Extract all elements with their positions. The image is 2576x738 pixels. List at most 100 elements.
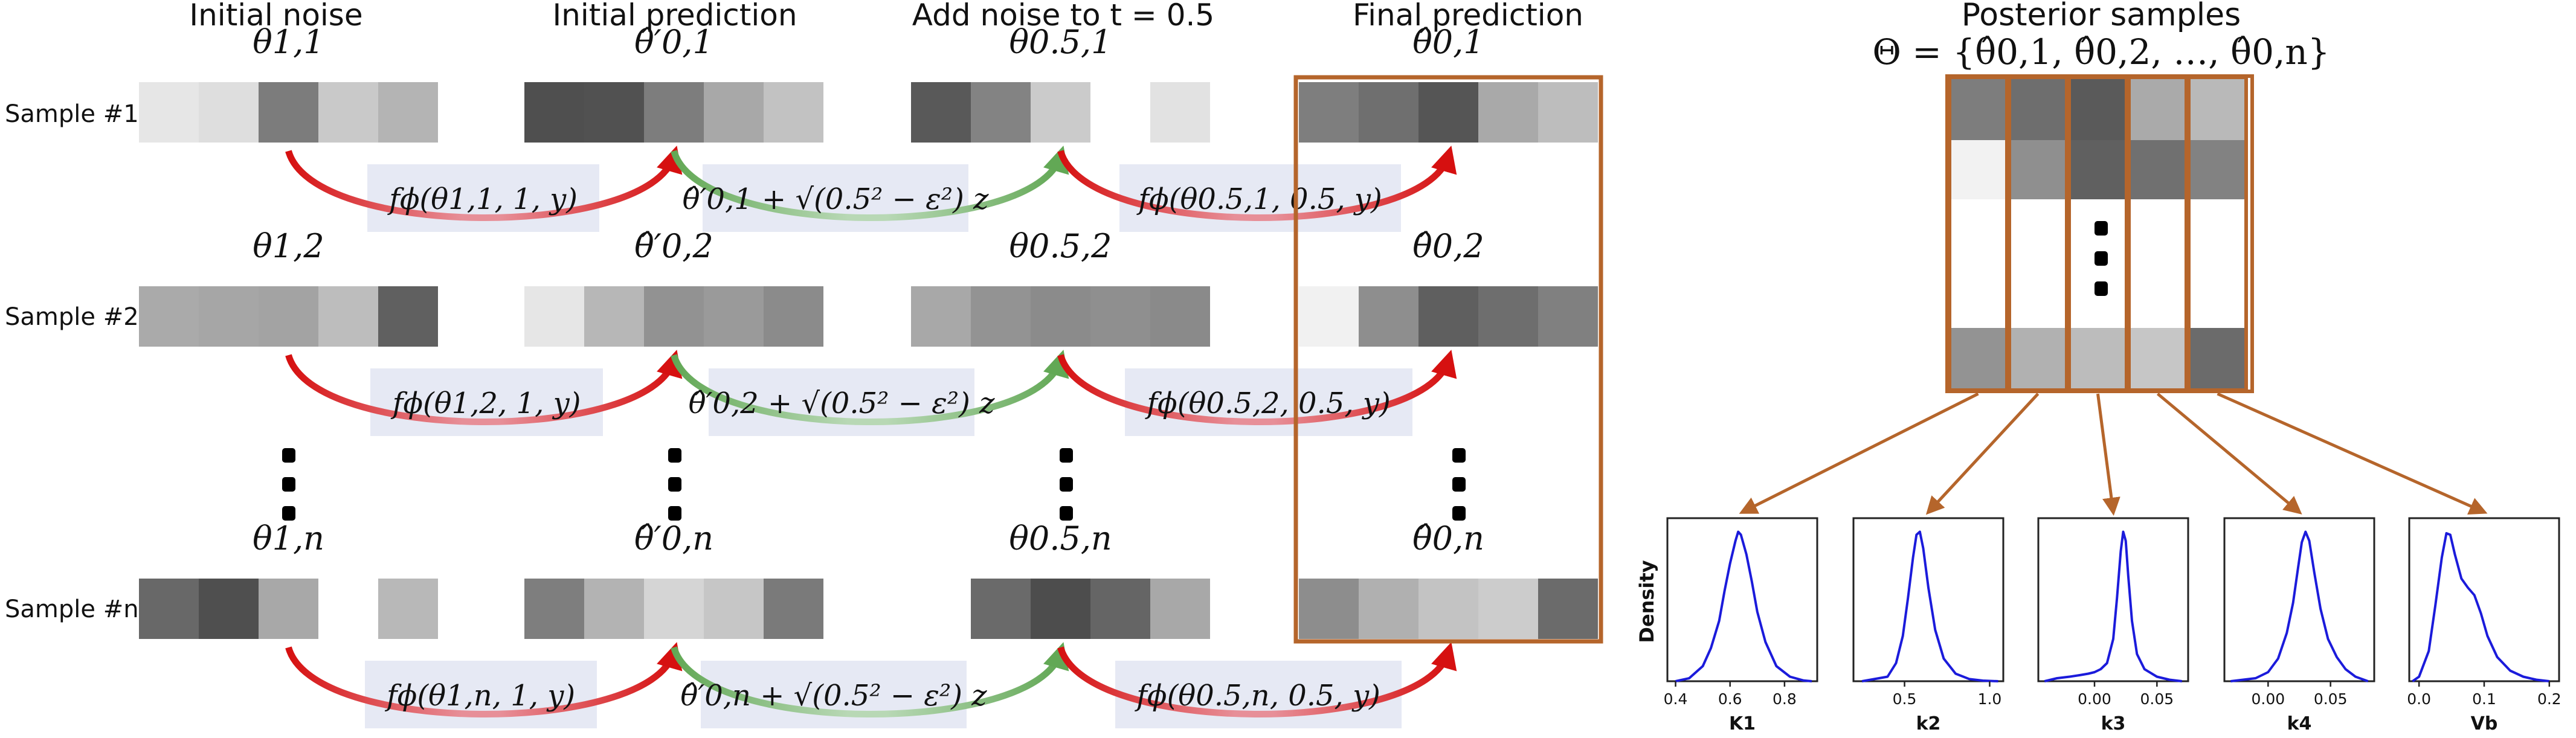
- formula-box: [703, 164, 968, 232]
- ellipsis-dot: [1060, 477, 1073, 492]
- variable-label: θ̂0,1: [1412, 23, 1484, 61]
- posterior-to-density-arrow: [2217, 392, 2488, 515]
- vector-cell: [1299, 82, 1359, 143]
- vector-cell: [704, 286, 764, 347]
- posterior-cell: [1948, 140, 2008, 199]
- vector-cell: [704, 82, 764, 143]
- posterior-column-frame: [2008, 75, 2069, 392]
- posterior-cell: [2188, 140, 2247, 199]
- posterior-column-frame: [2187, 75, 2248, 392]
- formula-box: [701, 661, 967, 728]
- density-curve: [1861, 530, 1998, 682]
- density-plot-k1: 0.4 0.6 0.8 K1: [1664, 517, 1818, 734]
- row-label-sample-n: Sample #n: [5, 595, 139, 623]
- variable-label: θ̂′0,n: [634, 519, 713, 557]
- vector-cell: [1090, 286, 1150, 347]
- formula-text: fϕ(θ1,2, 1, y): [391, 387, 581, 420]
- vector-cell: [1150, 579, 1210, 639]
- axis-label: Vb: [2471, 713, 2498, 734]
- posterior-column-frame: [2127, 75, 2188, 392]
- vector-cell: [1478, 286, 1538, 347]
- tick-label: 0.5: [1893, 690, 1917, 708]
- vector-cell: [139, 286, 199, 347]
- posterior-cell: [2188, 328, 2247, 390]
- vector-cell: [1090, 82, 1150, 143]
- ellipsis-dot: [668, 506, 681, 521]
- vector-cell: [1418, 579, 1478, 639]
- posterior-column-frame: [2067, 75, 2128, 392]
- formula-text: fϕ(θ0.5,1, 0.5, y): [1136, 182, 1382, 216]
- vector-cell: [764, 579, 823, 639]
- denoise-arrow: [1057, 642, 1457, 717]
- denoise-arrow: [1057, 146, 1457, 221]
- posterior-cell: [2008, 77, 2068, 140]
- vector-cell: [1299, 579, 1359, 639]
- posterior-cell: [2008, 328, 2068, 390]
- posterior-to-density-arrow: [2096, 393, 2120, 516]
- vector-cell: [259, 82, 318, 143]
- posterior-cell: [2128, 328, 2188, 390]
- posterior-cell: [2008, 140, 2068, 199]
- tick-label: 0.05: [2314, 690, 2348, 708]
- posterior-cell: [2128, 77, 2188, 140]
- formula-text: θ̂′0,1 + √(0.5² − ε²) z: [683, 182, 989, 216]
- vector-cell: [378, 82, 438, 143]
- formula-text: fϕ(θ1,1, 1, y): [387, 182, 578, 216]
- density-curve: [2044, 530, 2182, 682]
- tick-label: 0.05: [2140, 690, 2174, 708]
- tick-label: 0.1: [2472, 690, 2496, 708]
- vector-cell: [764, 82, 823, 143]
- vector-cell: [1359, 286, 1418, 347]
- density-curve: [1675, 530, 1812, 682]
- variable-label: θ1,1: [253, 23, 324, 61]
- formula-text: fϕ(θ1,n, 1, y): [385, 679, 575, 713]
- variable-label: θ1,n: [253, 519, 324, 557]
- posterior-cell: [2068, 328, 2128, 390]
- vector-cell: [1538, 82, 1598, 143]
- formula-text: fϕ(θ0.5,n, 0.5, y): [1135, 679, 1380, 713]
- row-label-sample-2: Sample #2: [5, 303, 139, 331]
- vector-cell: [318, 82, 378, 143]
- vector-cell: [1359, 579, 1418, 639]
- ellipsis-dot: [1060, 506, 1073, 521]
- posterior-to-density-arrow: [1739, 392, 1979, 514]
- posterior-cell: [1948, 77, 2008, 140]
- ellipsis-dot: [282, 477, 295, 492]
- tick-label: 0.6: [1718, 690, 1742, 708]
- posterior-column-frame: [1948, 75, 2009, 392]
- tick-label: 1.0: [1978, 690, 2002, 708]
- stage-title-final-prediction: Final prediction: [1353, 0, 1583, 33]
- vector-cell: [584, 579, 644, 639]
- vector-cell: [1478, 82, 1538, 143]
- ellipsis-markers: [282, 448, 1466, 521]
- posterior-to-density-arrow: [1925, 393, 2040, 515]
- plot-frame: [1852, 517, 2004, 682]
- vector-cell: [378, 286, 438, 347]
- formula-text: fϕ(θ0.5,2, 0.5, y): [1145, 387, 1390, 420]
- variable-label: θ0.5,n: [1009, 519, 1112, 557]
- plot-frame: [2223, 517, 2375, 682]
- row-label-sample-1: Sample #1: [5, 100, 139, 128]
- posterior-cell: [2068, 140, 2128, 199]
- ellipsis-dot: [1452, 506, 1466, 521]
- posterior-title: Posterior samples: [1962, 0, 2241, 33]
- vector-cell: [199, 82, 259, 143]
- sample-vectors: [139, 82, 1598, 639]
- stage-title-initial-prediction: Initial prediction: [552, 0, 797, 33]
- vector-cell: [911, 286, 971, 347]
- ellipsis-dot: [2095, 251, 2108, 266]
- formula-box: [709, 368, 974, 436]
- axis-label: k2: [1916, 713, 1941, 734]
- vector-cell: [704, 579, 764, 639]
- vector-cell: [318, 579, 378, 639]
- vector-cell: [199, 286, 259, 347]
- vector-cell: [971, 82, 1031, 143]
- ellipsis-dot: [668, 448, 681, 463]
- denoise-arrow: [285, 642, 683, 717]
- vector-cell: [911, 82, 971, 143]
- vector-cell: [971, 286, 1031, 347]
- vector-cell: [1359, 82, 1418, 143]
- denoise-arrow: [285, 350, 683, 425]
